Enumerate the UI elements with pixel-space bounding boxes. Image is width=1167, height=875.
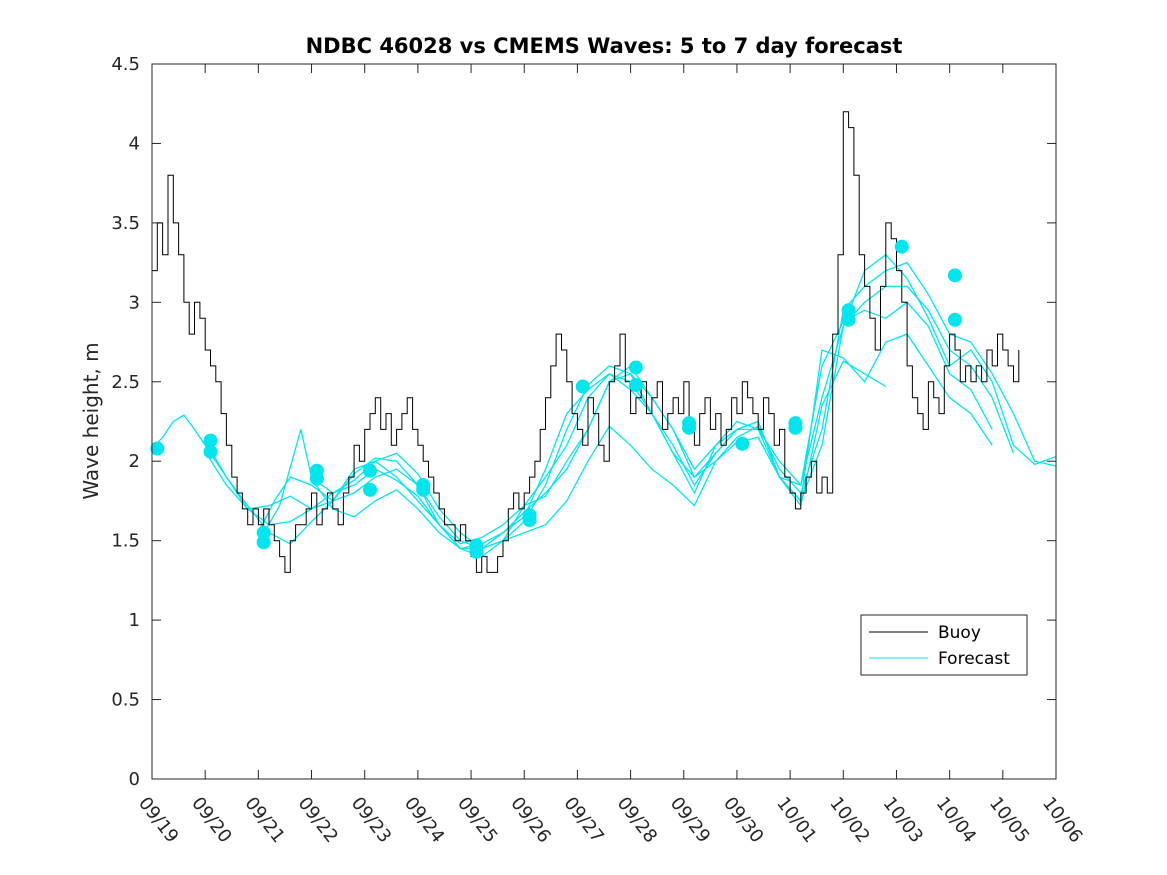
y-tick-label: 2 <box>129 451 140 472</box>
chart-title: NDBC 46028 vs CMEMS Waves: 5 to 7 day fo… <box>306 34 903 58</box>
forecast-marker <box>150 441 165 456</box>
x-tick-label: 10/02 <box>825 793 873 847</box>
forecast-marker <box>203 444 218 459</box>
x-tick-label: 09/29 <box>666 793 714 847</box>
forecast-marker <box>788 420 803 435</box>
x-tick-label: 09/24 <box>400 793 448 847</box>
x-tick-label: 09/30 <box>719 793 767 847</box>
y-tick-label: 1.5 <box>111 531 140 552</box>
forecast-marker <box>469 544 484 559</box>
forecast-marker <box>841 312 856 327</box>
y-tick-label: 4 <box>129 133 140 154</box>
x-tick-label: 09/22 <box>294 793 342 847</box>
x-tick-label: 10/05 <box>985 793 1033 847</box>
x-tick-label: 09/21 <box>240 793 288 847</box>
forecast-line <box>257 301 993 550</box>
forecast-marker <box>682 420 697 435</box>
legend-buoy-label: Buoy <box>938 623 981 643</box>
y-tick-label: 1 <box>129 610 140 631</box>
y-tick-label: 4.5 <box>111 54 140 75</box>
forecast-marker <box>363 482 378 497</box>
forecast-marker <box>256 535 271 550</box>
x-tick-label: 09/23 <box>347 793 395 847</box>
x-tick-label: 09/25 <box>453 793 501 847</box>
x-tick-label: 09/27 <box>559 793 607 847</box>
y-tick-label: 0.5 <box>111 690 140 711</box>
x-tick-label: 10/01 <box>772 793 820 847</box>
forecast-marker <box>522 513 537 528</box>
legend-forecast-label: Forecast <box>938 649 1010 669</box>
y-tick-label: 3.5 <box>111 213 140 234</box>
forecast-marker <box>628 360 643 375</box>
forecast-marker <box>947 268 962 283</box>
forecast-marker <box>363 463 378 478</box>
legend: Buoy Forecast <box>860 614 1028 676</box>
y-tick-label: 3 <box>129 292 140 313</box>
forecast-marker <box>628 377 643 392</box>
y-tick-label: 2.5 <box>111 372 140 393</box>
plot-frame <box>151 63 1057 780</box>
forecast-marker <box>735 436 750 451</box>
x-tick-label: 09/20 <box>187 793 235 847</box>
legend-box <box>860 614 1028 676</box>
forecast-marker <box>894 239 909 254</box>
buoy-line <box>152 111 1020 573</box>
x-tick-label: 09/26 <box>506 793 554 847</box>
forecast-marker <box>416 482 431 497</box>
y-axis-label: Wave height, m <box>79 342 103 499</box>
x-tick-label: 10/06 <box>1038 793 1086 847</box>
x-tick-label: 10/03 <box>879 793 927 847</box>
x-tick-label: 09/19 <box>134 793 182 847</box>
y-tick-label: 0 <box>129 769 140 790</box>
forecast-marker <box>575 379 590 394</box>
x-tick-label: 10/04 <box>932 793 980 847</box>
x-tick-label: 09/28 <box>613 793 661 847</box>
forecast-marker <box>309 471 324 486</box>
forecast-marker <box>947 312 962 327</box>
